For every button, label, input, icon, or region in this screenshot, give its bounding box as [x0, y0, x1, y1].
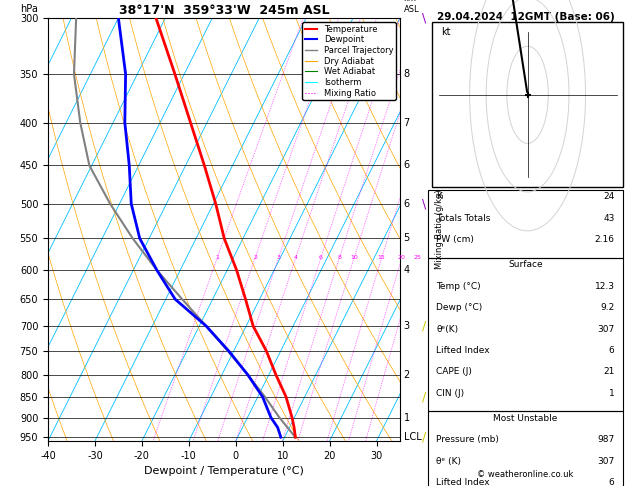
Text: 20: 20	[398, 255, 406, 260]
Text: 307: 307	[598, 457, 615, 466]
Text: 4: 4	[294, 255, 298, 260]
Text: km
ASL: km ASL	[404, 0, 419, 14]
Text: © weatheronline.co.uk: © weatheronline.co.uk	[477, 469, 574, 479]
Text: 6: 6	[319, 255, 323, 260]
Text: θᵉ (K): θᵉ (K)	[437, 457, 462, 466]
Text: 6: 6	[404, 160, 409, 171]
Text: 987: 987	[598, 435, 615, 445]
Text: 3: 3	[277, 255, 281, 260]
Text: Pressure (mb): Pressure (mb)	[437, 435, 499, 445]
Text: 8: 8	[338, 255, 342, 260]
Bar	[428, 258, 623, 411]
Text: 2.16: 2.16	[594, 235, 615, 244]
Text: 2: 2	[253, 255, 257, 260]
Text: 1: 1	[215, 255, 219, 260]
Text: Surface: Surface	[508, 260, 543, 270]
Text: hPa: hPa	[20, 4, 38, 14]
Text: /: /	[422, 390, 426, 403]
Text: 29.04.2024  12GMT (Base: 06): 29.04.2024 12GMT (Base: 06)	[437, 12, 615, 22]
Text: 5: 5	[404, 233, 409, 243]
Text: K: K	[437, 192, 442, 202]
Text: 8: 8	[404, 69, 409, 79]
Text: 15: 15	[378, 255, 386, 260]
Text: 3: 3	[404, 321, 409, 331]
Text: 43: 43	[603, 214, 615, 223]
Legend: Temperature, Dewpoint, Parcel Trajectory, Dry Adiabat, Wet Adiabat, Isotherm, Mi: Temperature, Dewpoint, Parcel Trajectory…	[302, 22, 396, 100]
Text: kt: kt	[441, 27, 450, 37]
Text: θᵉ(K): θᵉ(K)	[437, 325, 459, 334]
Text: 21: 21	[603, 367, 615, 377]
Text: Lifted Index: Lifted Index	[437, 478, 490, 486]
Text: 6: 6	[404, 199, 409, 209]
Text: CIN (J): CIN (J)	[437, 389, 465, 398]
Text: 2: 2	[404, 370, 409, 380]
Text: 25: 25	[414, 255, 422, 260]
Text: PW (cm): PW (cm)	[437, 235, 474, 244]
Text: 4: 4	[404, 265, 409, 275]
Text: 24: 24	[603, 192, 615, 202]
Text: 12.3: 12.3	[594, 282, 615, 291]
FancyBboxPatch shape	[432, 22, 623, 187]
Text: 10: 10	[350, 255, 358, 260]
Text: LCL: LCL	[404, 432, 421, 442]
Text: /: /	[422, 431, 426, 444]
Text: 7: 7	[404, 118, 409, 128]
Text: CAPE (J): CAPE (J)	[437, 367, 472, 377]
Text: Dewp (°C): Dewp (°C)	[437, 303, 482, 312]
Text: Temp (°C): Temp (°C)	[437, 282, 481, 291]
Text: 1: 1	[609, 389, 615, 398]
Text: Totals Totals: Totals Totals	[437, 214, 491, 223]
Title: 38°17'N  359°33'W  245m ASL: 38°17'N 359°33'W 245m ASL	[119, 4, 330, 17]
Bar	[428, 190, 623, 258]
Text: 1: 1	[404, 413, 409, 422]
Text: Mixing Ratio (g/kg): Mixing Ratio (g/kg)	[435, 190, 444, 269]
Text: 9.2: 9.2	[600, 303, 615, 312]
X-axis label: Dewpoint / Temperature (°C): Dewpoint / Temperature (°C)	[144, 466, 304, 476]
Text: 6: 6	[609, 478, 615, 486]
Text: Lifted Index: Lifted Index	[437, 346, 490, 355]
Bar	[428, 411, 623, 486]
Text: \: \	[422, 12, 426, 24]
Text: 307: 307	[598, 325, 615, 334]
Text: Most Unstable: Most Unstable	[493, 414, 558, 423]
Text: 6: 6	[609, 346, 615, 355]
Text: \: \	[422, 197, 426, 210]
Text: /: /	[422, 320, 426, 332]
